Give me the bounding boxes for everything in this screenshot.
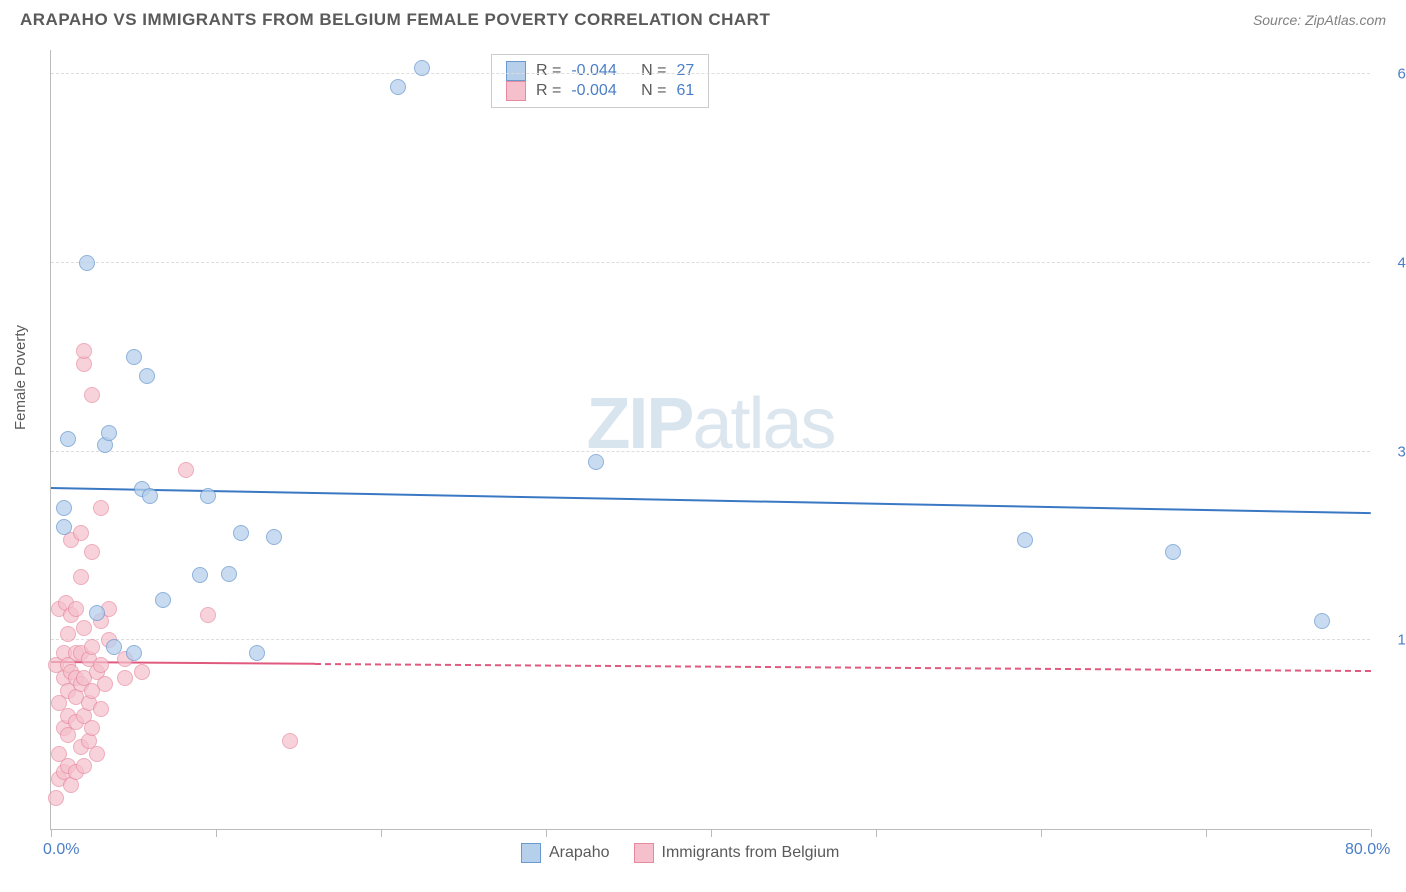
legend-stats: R = -0.044 N = 27 R = -0.004 N = 61 <box>491 54 709 108</box>
x-tick <box>546 829 547 837</box>
data-point-arapaho <box>89 605 105 621</box>
data-point-belgium <box>200 607 216 623</box>
data-point-belgium <box>84 720 100 736</box>
data-point-belgium <box>282 733 298 749</box>
data-point-arapaho <box>155 592 171 608</box>
x-tick <box>876 829 877 837</box>
chart-source: Source: ZipAtlas.com <box>1253 12 1386 28</box>
n-label: N = <box>641 82 666 100</box>
n-value-belgium: 61 <box>677 82 695 100</box>
data-point-belgium <box>68 601 84 617</box>
r-label: R = <box>536 62 561 80</box>
data-point-arapaho <box>1314 613 1330 629</box>
gridline-h <box>51 262 1370 263</box>
regression-line-arapaho <box>51 487 1371 514</box>
data-point-arapaho <box>56 519 72 535</box>
data-point-belgium <box>84 544 100 560</box>
legend-item-arapaho: Arapaho <box>521 843 610 863</box>
data-point-arapaho <box>221 566 237 582</box>
n-label: N = <box>641 62 666 80</box>
legend-label-arapaho: Arapaho <box>549 844 610 862</box>
data-point-arapaho <box>414 60 430 76</box>
data-point-belgium <box>93 500 109 516</box>
data-point-arapaho <box>106 639 122 655</box>
data-point-belgium <box>178 462 194 478</box>
data-point-belgium <box>97 676 113 692</box>
data-point-belgium <box>76 343 92 359</box>
r-value-belgium: -0.004 <box>571 82 616 100</box>
gridline-h <box>51 639 1370 640</box>
swatch-belgium <box>506 81 526 101</box>
watermark: ZIPatlas <box>586 383 834 465</box>
watermark-thin: atlas <box>692 384 834 464</box>
data-point-belgium <box>93 657 109 673</box>
n-value-arapaho: 27 <box>677 62 695 80</box>
data-point-arapaho <box>126 349 142 365</box>
data-point-belgium <box>73 525 89 541</box>
data-point-arapaho <box>126 645 142 661</box>
data-point-arapaho <box>101 425 117 441</box>
data-point-belgium <box>84 639 100 655</box>
data-point-belgium <box>134 664 150 680</box>
y-tick-label: 15.0% <box>1380 632 1406 649</box>
data-point-arapaho <box>56 500 72 516</box>
data-point-belgium <box>76 758 92 774</box>
data-point-arapaho <box>60 431 76 447</box>
watermark-bold: ZIP <box>586 384 692 464</box>
r-value-arapaho: -0.044 <box>571 62 616 80</box>
data-point-belgium <box>73 569 89 585</box>
x-tick <box>1041 829 1042 837</box>
data-point-arapaho <box>142 488 158 504</box>
data-point-arapaho <box>233 525 249 541</box>
legend-series: Arapaho Immigrants from Belgium <box>521 843 839 863</box>
data-point-belgium <box>60 626 76 642</box>
x-tick <box>51 829 52 837</box>
swatch-arapaho <box>506 61 526 81</box>
y-tick-label: 60.0% <box>1380 66 1406 83</box>
x-tick <box>381 829 382 837</box>
data-point-arapaho <box>249 645 265 661</box>
data-point-arapaho <box>79 255 95 271</box>
data-point-belgium <box>93 701 109 717</box>
legend-stats-row-arapaho: R = -0.044 N = 27 <box>506 61 694 81</box>
x-tick <box>1206 829 1207 837</box>
chart-title: ARAPAHO VS IMMIGRANTS FROM BELGIUM FEMAL… <box>20 10 770 30</box>
x-tick <box>216 829 217 837</box>
data-point-belgium <box>89 746 105 762</box>
regression-line-belgium <box>315 663 1371 672</box>
y-axis-label: Female Poverty <box>12 325 29 430</box>
data-point-arapaho <box>192 567 208 583</box>
legend-label-belgium: Immigrants from Belgium <box>662 844 840 862</box>
x-tick <box>711 829 712 837</box>
x-tick <box>1371 829 1372 837</box>
y-tick-label: 30.0% <box>1380 443 1406 460</box>
legend-stats-row-belgium: R = -0.004 N = 61 <box>506 81 694 101</box>
swatch-belgium <box>634 843 654 863</box>
data-point-belgium <box>76 620 92 636</box>
data-point-arapaho <box>1165 544 1181 560</box>
x-tick-label: 80.0% <box>1345 841 1390 859</box>
x-tick-label: 0.0% <box>43 841 79 859</box>
data-point-arapaho <box>139 368 155 384</box>
gridline-h <box>51 73 1370 74</box>
legend-item-belgium: Immigrants from Belgium <box>634 843 840 863</box>
data-point-arapaho <box>266 529 282 545</box>
data-point-belgium <box>48 790 64 806</box>
y-tick-label: 45.0% <box>1380 254 1406 271</box>
data-point-belgium <box>117 670 133 686</box>
swatch-arapaho <box>521 843 541 863</box>
chart-plot-area: ZIPatlas R = -0.044 N = 27 R = -0.004 N … <box>50 50 1370 830</box>
data-point-arapaho <box>588 454 604 470</box>
data-point-arapaho <box>200 488 216 504</box>
data-point-belgium <box>84 387 100 403</box>
r-label: R = <box>536 82 561 100</box>
data-point-arapaho <box>390 79 406 95</box>
data-point-arapaho <box>1017 532 1033 548</box>
gridline-h <box>51 451 1370 452</box>
